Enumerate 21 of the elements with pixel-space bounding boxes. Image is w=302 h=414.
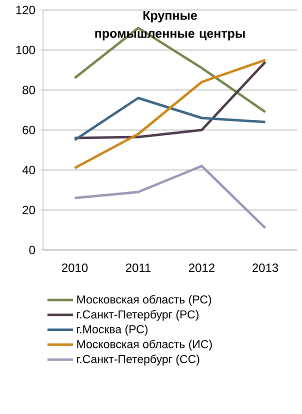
- line-series: [74, 96, 266, 142]
- legend-label: Московская область (РС): [77, 294, 212, 306]
- line-series: [74, 58, 266, 170]
- y-tick-label: 80: [22, 86, 35, 94]
- y-tick-label: 60: [22, 126, 35, 134]
- legend-label: г.Москва (РС): [77, 324, 148, 336]
- y-tick-label: 20: [22, 206, 35, 214]
- y-tick-label: 0: [29, 246, 36, 254]
- line-series: [74, 164, 266, 230]
- x-tick-label: 2013: [252, 264, 278, 272]
- line-series: [74, 26, 266, 114]
- legend-label: г.Санкт-Петербург (РС): [77, 310, 198, 321]
- y-tick-label: 40: [22, 166, 35, 174]
- legend-label: Московская область (ИС): [77, 340, 212, 351]
- y-tick-label: 100: [16, 46, 35, 54]
- x-tick-label: 2010: [62, 264, 88, 272]
- x-tick-label: 2012: [189, 264, 214, 272]
- x-tick-label: 2011: [126, 264, 151, 272]
- y-tick-label: 120: [16, 6, 35, 14]
- legend-label: г.Санкт-Петербург (СС): [77, 354, 200, 366]
- line-series: [74, 60, 266, 140]
